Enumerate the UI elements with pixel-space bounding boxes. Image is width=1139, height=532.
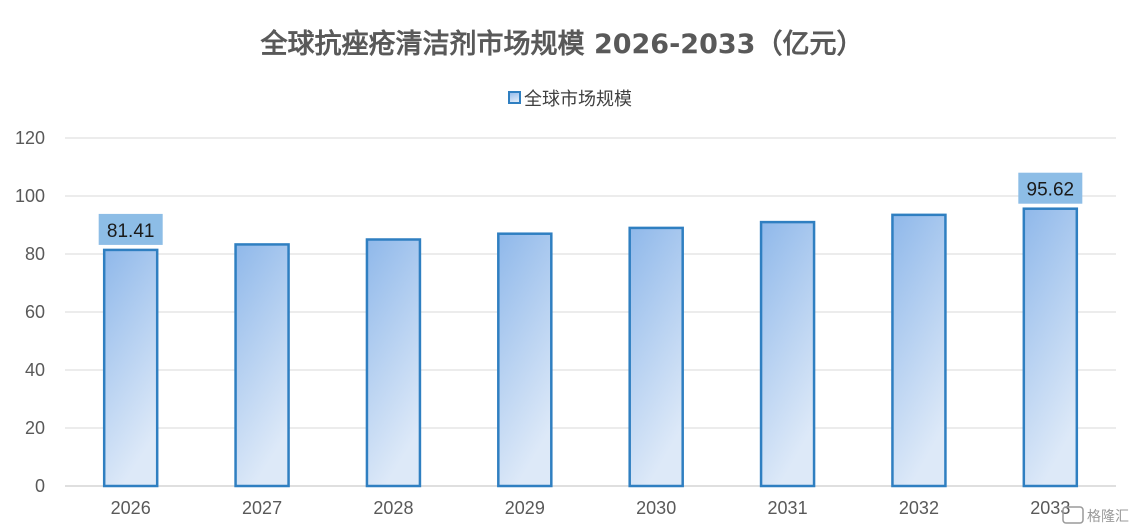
gridlines bbox=[65, 137, 1116, 487]
y-tick-label: 100 bbox=[15, 186, 45, 206]
data-label-box bbox=[1018, 172, 1083, 204]
bars bbox=[102, 207, 1079, 488]
legend: 全球市场规模 bbox=[508, 89, 632, 110]
data-label: 95.62 bbox=[1027, 180, 1075, 201]
x-tick-label: 2032 bbox=[899, 498, 939, 518]
bar bbox=[234, 243, 290, 488]
bar bbox=[891, 213, 947, 488]
x-tick-label: 2030 bbox=[636, 498, 676, 518]
y-tick-label: 120 bbox=[15, 128, 45, 148]
data-label: 81.41 bbox=[107, 221, 155, 242]
legend-label: 全球市场规模 bbox=[524, 89, 632, 110]
x-tick-label: 2029 bbox=[505, 498, 545, 518]
x-tick-label: 2031 bbox=[768, 498, 808, 518]
y-tick-label: 20 bbox=[25, 418, 45, 438]
y-tick-label: 60 bbox=[25, 302, 45, 322]
chart-title: 全球抗痤疮清洁剂市场规模 2026-2033（亿元） bbox=[260, 28, 864, 60]
bar bbox=[102, 248, 159, 488]
watermark-text: 格隆汇 bbox=[1087, 509, 1129, 525]
x-tick-label: 2028 bbox=[373, 498, 413, 518]
x-tick-label: 2026 bbox=[111, 498, 151, 518]
bar bbox=[365, 238, 422, 488]
bar bbox=[759, 220, 816, 488]
legend-swatch bbox=[508, 91, 521, 104]
gelonghui-logo-icon bbox=[1062, 506, 1084, 524]
bar bbox=[497, 232, 553, 488]
y-tick-label: 0 bbox=[35, 476, 45, 496]
bar bbox=[1022, 207, 1079, 488]
watermark: 格隆汇 bbox=[1062, 506, 1129, 525]
data-label-box bbox=[98, 213, 163, 245]
x-axis-ticks: 2026 2027 2028 2029 2030 2031 2032 2033 bbox=[111, 498, 1071, 518]
x-tick-label: 2033 bbox=[1030, 498, 1070, 518]
y-tick-label: 80 bbox=[25, 244, 45, 264]
y-tick-label: 40 bbox=[25, 360, 45, 380]
data-labels: 81.41 95.62 bbox=[98, 172, 1083, 245]
bar bbox=[628, 226, 684, 488]
x-tick-label: 2027 bbox=[242, 498, 282, 518]
y-axis-ticks: 0 20 40 60 80 100 120 bbox=[15, 128, 45, 496]
